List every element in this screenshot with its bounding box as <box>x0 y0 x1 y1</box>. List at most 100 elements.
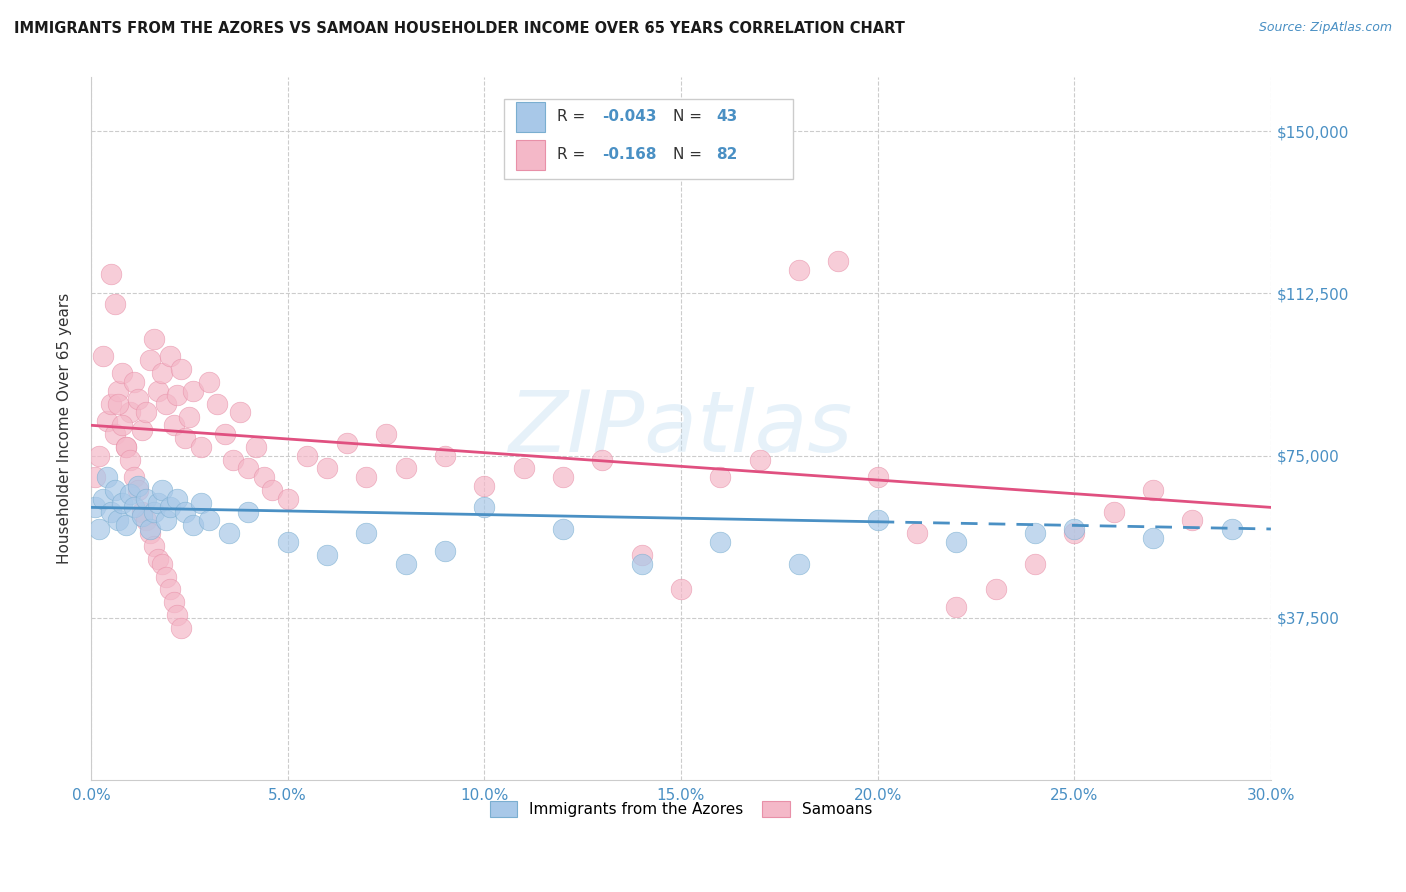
Point <box>945 599 967 614</box>
Point <box>166 608 188 623</box>
Point <box>787 557 810 571</box>
Point <box>179 409 201 424</box>
Text: IMMIGRANTS FROM THE AZORES VS SAMOAN HOUSEHOLDER INCOME OVER 65 YEARS CORRELATIO: IMMIGRANTS FROM THE AZORES VS SAMOAN HOU… <box>14 21 905 36</box>
Point <box>1142 531 1164 545</box>
Point <box>122 500 145 515</box>
Point <box>277 491 299 506</box>
Point <box>316 461 339 475</box>
Point <box>100 397 122 411</box>
Point <box>111 496 134 510</box>
Point <box>591 453 613 467</box>
Point <box>159 500 181 515</box>
Point <box>131 505 153 519</box>
Point <box>87 449 110 463</box>
Point <box>1063 526 1085 541</box>
Point <box>1181 513 1204 527</box>
Point <box>166 388 188 402</box>
Point <box>159 349 181 363</box>
Point <box>150 483 173 497</box>
Point <box>512 461 534 475</box>
Text: -0.168: -0.168 <box>602 147 657 162</box>
Point <box>354 470 377 484</box>
Point <box>91 349 114 363</box>
Point <box>103 426 125 441</box>
Point <box>551 522 574 536</box>
Point <box>155 569 177 583</box>
Point <box>155 397 177 411</box>
Point <box>394 557 416 571</box>
Point <box>159 582 181 597</box>
Point <box>120 487 142 501</box>
Point <box>1220 522 1243 536</box>
Point <box>127 479 149 493</box>
Point <box>260 483 283 497</box>
Point <box>190 496 212 510</box>
Point <box>139 353 162 368</box>
Point <box>748 453 770 467</box>
Point <box>170 621 193 635</box>
Point <box>551 470 574 484</box>
Text: N =: N = <box>672 110 707 124</box>
Point <box>131 509 153 524</box>
Point <box>218 526 240 541</box>
Point <box>214 426 236 441</box>
Point <box>984 582 1007 597</box>
Point <box>135 513 157 527</box>
Point <box>122 375 145 389</box>
Point <box>433 543 456 558</box>
Point <box>107 397 129 411</box>
Point <box>229 405 252 419</box>
Point <box>83 500 105 515</box>
Point <box>162 595 184 609</box>
Point <box>174 431 197 445</box>
Text: 43: 43 <box>716 110 738 124</box>
Point <box>866 513 889 527</box>
Point <box>190 440 212 454</box>
Point <box>221 453 243 467</box>
Point <box>135 491 157 506</box>
Text: ZIPatlas: ZIPatlas <box>509 387 853 470</box>
Point <box>1024 557 1046 571</box>
Point <box>139 526 162 541</box>
Point <box>354 526 377 541</box>
Point <box>316 548 339 562</box>
Point <box>170 362 193 376</box>
Point <box>142 332 165 346</box>
Point <box>142 539 165 553</box>
Point <box>120 405 142 419</box>
Point <box>709 470 731 484</box>
Point <box>1142 483 1164 497</box>
FancyBboxPatch shape <box>503 98 793 179</box>
Point <box>91 491 114 506</box>
Point <box>96 470 118 484</box>
Point <box>630 557 652 571</box>
Text: Source: ZipAtlas.com: Source: ZipAtlas.com <box>1258 21 1392 34</box>
Text: R =: R = <box>557 110 591 124</box>
Point <box>115 517 138 532</box>
Point <box>120 453 142 467</box>
Point <box>253 470 276 484</box>
Point <box>866 470 889 484</box>
Point <box>238 461 260 475</box>
FancyBboxPatch shape <box>516 140 546 169</box>
Point <box>181 517 204 532</box>
Point <box>146 552 169 566</box>
Point <box>115 440 138 454</box>
Point <box>181 384 204 398</box>
Point <box>146 384 169 398</box>
Point <box>433 449 456 463</box>
Point <box>669 582 692 597</box>
Point <box>336 435 359 450</box>
Point <box>472 500 495 515</box>
Point <box>103 297 125 311</box>
Point <box>135 405 157 419</box>
Point <box>297 449 319 463</box>
Point <box>198 513 221 527</box>
Point <box>142 505 165 519</box>
Point <box>96 414 118 428</box>
Point <box>245 440 267 454</box>
Point <box>827 254 849 268</box>
Point <box>103 483 125 497</box>
Point <box>238 505 260 519</box>
Point <box>155 513 177 527</box>
